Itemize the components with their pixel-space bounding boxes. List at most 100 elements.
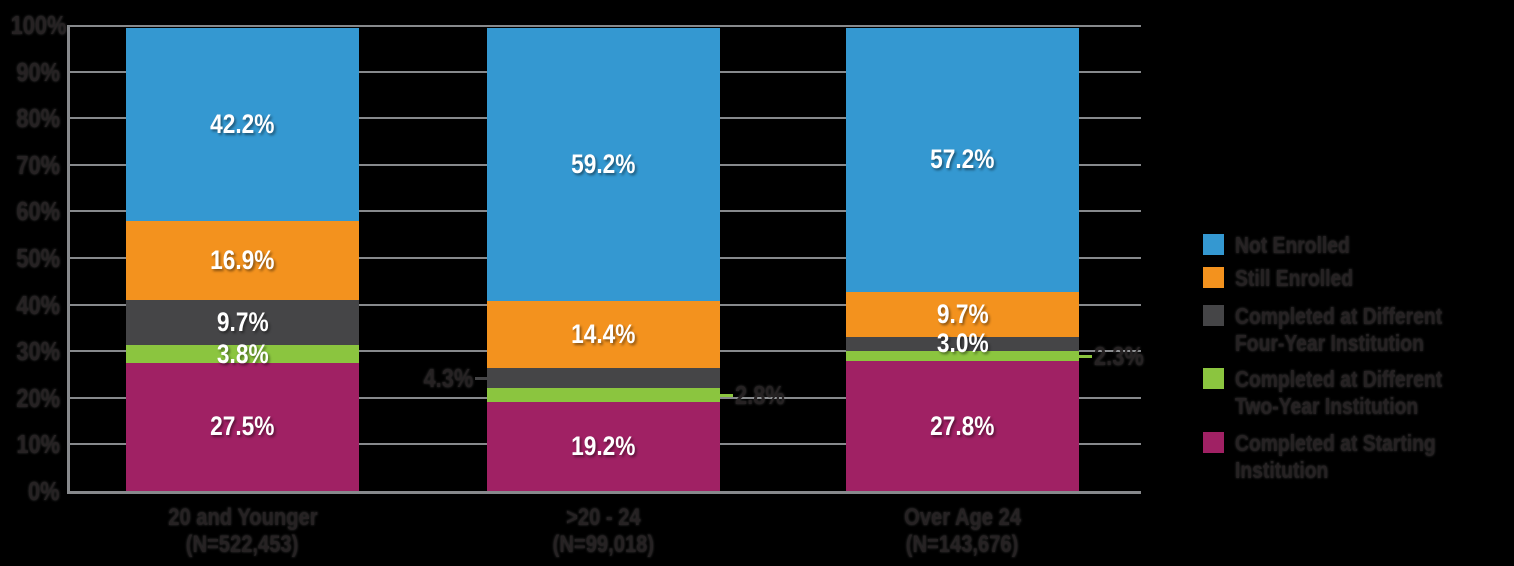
legend-item-not-enrolled: Not Enrolled [1203,232,1372,259]
legend-swatch [1203,234,1224,255]
bar-segment-still-enrolled: 16.9% [126,221,359,300]
y-axis-tick-text: 10% [16,429,60,460]
callout-leader-line [720,394,733,397]
segment-value-label: 9.7% [936,298,989,329]
category-n-count-text: (N=99,018) [552,531,655,558]
legend-label-line: Not Enrolled [1235,232,1372,259]
y-axis-tick-label: 30% [0,338,60,364]
segment-callout-text: 2.3% [1094,341,1144,372]
category-name: >20 - 24 [444,504,764,531]
x-axis-category-label: 20 and Younger (N=522,453) [83,504,403,558]
bar-segment-completed-at-different-two-year-institution: 3.8% [126,340,359,367]
segment-callout-text: 4.3% [423,363,473,394]
bar-segment-completed-at-different-four-year-institution: 3.0% [846,330,1079,357]
bar-segment-completed-at-starting-institution: 27.8% [846,361,1079,491]
legend-label-text: Completed at Different [1235,366,1443,392]
y-axis-tick-text: 100% [10,10,67,40]
category-name: Over Age 24 [803,504,1123,531]
legend-label: Completed at Different Four-Year Institut… [1235,303,1482,357]
y-axis-tick-text: 60% [16,196,60,227]
category-n-count: (N=143,676) [803,531,1123,558]
bar-segment-completed-at-different-four-year-institution: 9.7% [126,299,359,346]
y-axis-tick-label: 10% [0,431,60,457]
segment-value-label: 27.8% [930,410,995,441]
legend-label-text: Not Enrolled [1235,232,1350,258]
segment-value-label: 16.9% [210,245,275,276]
callout-leader-line [1079,355,1092,359]
y-axis-tick-label: 60% [0,198,60,224]
bar-segment-still-enrolled: 9.7% [846,291,1079,337]
legend-label-text: Two-Year Institution [1235,393,1419,419]
bar-segment-completed-at-starting-institution: 27.5% [126,362,359,491]
segment-value-label: 27.5% [210,411,275,442]
legend-label-text: Four-Year Institution [1235,330,1424,356]
y-axis-tick-label: 100% [0,12,67,38]
segment-value-label: 42.2% [210,109,275,140]
y-axis-tick-label: 70% [0,152,60,178]
y-axis-tick-label: 80% [0,105,60,131]
category-n-count: (N=99,018) [444,531,764,558]
bar-segment-not-enrolled: 57.2% [846,28,1079,292]
y-axis-tick-text: 30% [16,336,60,367]
legend-item-completed-at-starting-institution: Completed at Starting Institution [1203,430,1474,484]
y-axis-tick-label: 0% [0,478,60,504]
bar-segment-completed-at-starting-institution: 19.2% [487,401,720,491]
segment-value-label: 19.2% [571,430,636,461]
segment-callout-text: 2.8% [735,380,785,410]
legend-label-text: Still Enrolled [1235,265,1354,291]
segment-value-label: 3.8% [216,338,269,369]
bar-segment-still-enrolled: 14.4% [487,301,720,369]
legend-label-line: Completed at Starting [1235,430,1474,457]
bar-segment-not-enrolled: 42.2% [126,28,359,222]
x-axis-category-label: >20 - 24 (N=99,018) [444,504,764,558]
y-axis-tick-label: 90% [0,59,60,85]
legend-label-line: Institution [1235,457,1474,484]
legend-label-line: Still Enrolled [1235,265,1376,292]
y-axis-tick-label: 50% [0,245,60,271]
y-axis-tick-text: 50% [16,243,60,273]
category-name-text: 20 and Younger [167,504,318,531]
y-axis-tick-text: 0% [28,476,60,506]
y-axis-tick-text: 20% [16,382,60,413]
x-axis-category-label: Over Age 24 (N=143,676) [803,504,1123,558]
y-axis-tick-text: 90% [16,56,60,87]
category-n-count: (N=522,453) [83,531,403,558]
callout-leader-line [475,377,487,381]
category-name-text: >20 - 24 [566,504,641,531]
legend-label: Completed at Starting Institution [1235,430,1474,484]
segment-callout-label: 2.8% [735,382,794,408]
legend-label: Completed at Different Two-Year Instituti… [1235,366,1482,420]
legend-item-still-enrolled: Still Enrolled [1203,265,1376,292]
legend-label-text: Institution [1235,457,1329,483]
legend-swatch [1203,368,1224,389]
legend-label: Still Enrolled [1235,265,1376,292]
segment-callout-label: 2.3% [1094,343,1153,369]
legend-swatch [1203,305,1224,326]
legend-label: Not Enrolled [1235,232,1372,259]
gridline [70,25,1141,27]
segment-value-label: 57.2% [930,144,995,175]
legend-label-text: Completed at Starting [1235,430,1436,456]
category-n-count-text: (N=522,453) [186,531,299,558]
legend-label-line: Two-Year Institution [1235,393,1482,420]
bar-segment-completed-at-different-two-year-institution [846,350,1079,362]
bar-segment-completed-at-different-two-year-institution [487,388,720,402]
category-name-text: Over Age 24 [904,504,1021,531]
segment-callout-label: 4.3% [393,365,473,391]
legend-label-text: Completed at Different [1235,303,1443,329]
legend-item-completed-at-different-two-year-institution: Completed at Different Two-Year Instituti… [1203,366,1482,420]
y-axis-tick-text: 70% [16,149,60,180]
bar-segment-completed-at-different-four-year-institution [487,368,720,389]
plot-area: 27.5% 3.8% 9.7% 16.9% 42.2% 19.2% 2.8% 4.3% 14.4… [67,25,1144,494]
segment-value-label: 14.4% [571,319,636,350]
y-axis-tick-label: 20% [0,385,60,411]
y-axis-tick-label: 40% [0,292,60,318]
legend-label-line: Completed at Different [1235,366,1482,393]
legend-swatch [1203,432,1224,453]
y-axis-tick-text: 40% [16,289,60,320]
segment-value-label: 3.0% [936,328,989,359]
legend-label-line: Completed at Different [1235,303,1482,330]
y-axis-tick-text: 80% [16,103,60,134]
category-name: 20 and Younger [83,504,403,531]
